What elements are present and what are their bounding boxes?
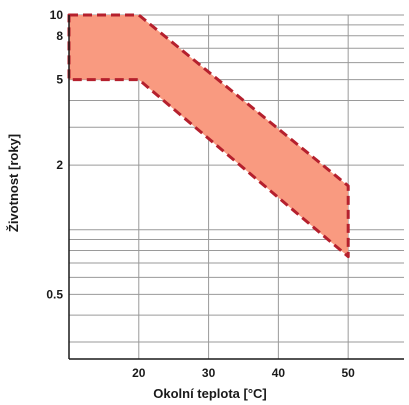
y-tick-label: 10 xyxy=(50,8,64,22)
y-tick-label: 8 xyxy=(56,29,63,43)
x-tick-label: 40 xyxy=(272,366,286,380)
x-tick-labels: 20 30 40 50 xyxy=(132,366,355,380)
lifetime-band-area xyxy=(67,13,350,259)
x-tick-label: 50 xyxy=(341,366,355,380)
y-tick-labels: 0.5 2 5 8 10 xyxy=(46,8,63,301)
y-tick-label: 2 xyxy=(56,158,63,172)
x-tick-label: 30 xyxy=(202,366,216,380)
x-tick-label: 20 xyxy=(132,366,146,380)
grid xyxy=(69,14,404,359)
lifetime-band xyxy=(67,13,350,259)
y-axis-title: Životnost [roky] xyxy=(6,134,21,232)
y-tick-label: 5 xyxy=(56,73,63,87)
y-tick-label: 0.5 xyxy=(46,287,63,301)
x-axis-title: Okolní teplota [°C] xyxy=(153,386,267,401)
axes xyxy=(68,15,404,360)
